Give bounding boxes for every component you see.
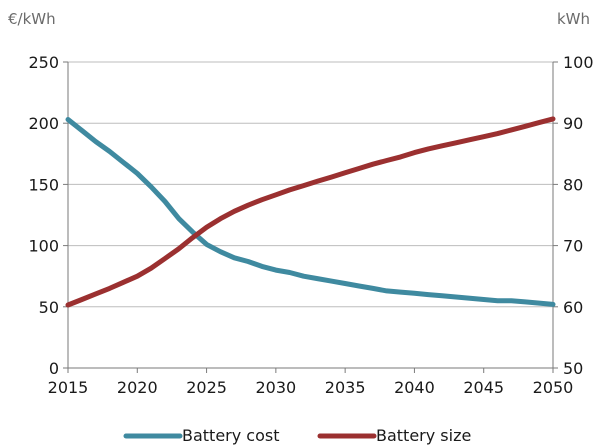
right-axis-unit: kWh xyxy=(557,10,590,28)
legend-label-battery-size: Battery size xyxy=(376,426,471,445)
series-line-battery-size xyxy=(65,116,556,308)
right-tick-label: 90 xyxy=(563,114,583,133)
left-axis-unit: €/kWh xyxy=(8,10,56,28)
series-line-battery-cost xyxy=(65,117,556,307)
left-tick-label: 100 xyxy=(28,237,59,256)
left-tick-label: 0 xyxy=(49,359,59,378)
x-tick-label: 2025 xyxy=(186,378,227,397)
right-tick-label: 50 xyxy=(563,359,583,378)
legend-label-battery-cost: Battery cost xyxy=(182,426,280,445)
right-tick-label: 60 xyxy=(563,298,583,317)
x-tick-label: 2040 xyxy=(394,378,435,397)
right-tick-label: 80 xyxy=(563,175,583,194)
left-tick-label: 150 xyxy=(28,175,59,194)
series-lines xyxy=(65,116,556,308)
left-tick-label: 250 xyxy=(28,53,59,72)
left-tick-label: 200 xyxy=(28,114,59,133)
x-tick-label: 2030 xyxy=(255,378,296,397)
x-tick-label: 2015 xyxy=(48,378,89,397)
left-axis-ticks: 0 50 100 150 200 250 xyxy=(28,53,68,378)
x-tick-label: 2020 xyxy=(117,378,158,397)
x-axis-ticks: 2015 2020 2025 2030 2035 2040 2045 2050 xyxy=(48,368,574,397)
axes xyxy=(67,62,554,369)
x-tick-label: 2050 xyxy=(533,378,574,397)
right-tick-label: 70 xyxy=(563,237,583,256)
x-tick-label: 2035 xyxy=(325,378,366,397)
right-axis-ticks: 50 60 70 80 90 100 xyxy=(553,53,594,378)
right-tick-label: 100 xyxy=(563,53,594,72)
x-tick-label: 2045 xyxy=(463,378,504,397)
legend: Battery cost Battery size xyxy=(123,426,471,445)
left-tick-label: 50 xyxy=(39,298,59,317)
